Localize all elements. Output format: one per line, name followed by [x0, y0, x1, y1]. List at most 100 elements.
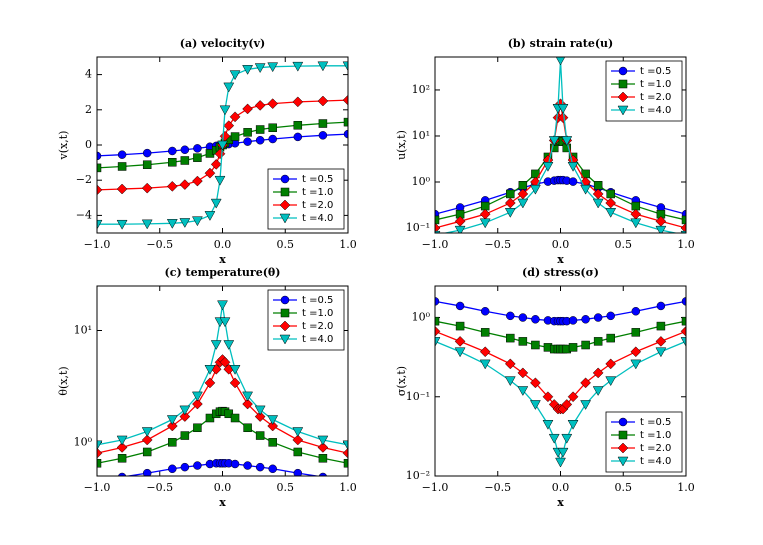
marker	[204, 211, 216, 221]
marker	[342, 61, 348, 72]
marker	[223, 120, 235, 131]
legend-label: t =4.0	[302, 334, 333, 345]
marker	[293, 132, 303, 142]
x-axis-label: x	[219, 253, 226, 266]
marker	[141, 182, 153, 194]
marker	[517, 386, 529, 397]
panel-title: (a) velocity(v)	[180, 37, 265, 50]
x-tick-label: 1.0	[339, 481, 357, 494]
y-tick-label: 10⁻¹	[406, 221, 430, 234]
marker	[193, 461, 202, 470]
marker	[506, 311, 515, 321]
marker	[267, 98, 279, 109]
marker	[479, 218, 491, 229]
marker	[548, 433, 560, 444]
marker	[630, 359, 642, 370]
panel-title: (b) strain rate(u)	[508, 37, 614, 50]
marker	[655, 225, 667, 233]
marker	[142, 160, 152, 169]
marker	[210, 159, 222, 170]
x-tick-label: −1.0	[422, 238, 449, 251]
marker	[542, 419, 554, 430]
marker	[142, 148, 152, 158]
marker	[580, 400, 592, 410]
marker	[180, 156, 190, 165]
marker	[517, 198, 529, 209]
legend-label: t =2.0	[302, 321, 333, 332]
marker	[480, 328, 490, 337]
marker	[504, 197, 516, 209]
marker	[605, 197, 617, 209]
marker	[318, 131, 328, 140]
marker	[97, 459, 102, 468]
marker	[557, 447, 569, 458]
y-tick-label: 4	[85, 68, 92, 81]
marker	[254, 63, 266, 74]
x-tick-label: −0.5	[484, 238, 511, 251]
marker	[343, 117, 348, 127]
marker	[561, 433, 573, 444]
y-tick-label: 10¹	[412, 129, 430, 142]
marker	[592, 367, 604, 379]
plot-area	[435, 297, 686, 468]
legend-marker	[279, 199, 291, 211]
marker	[504, 208, 516, 218]
marker	[193, 144, 202, 153]
marker	[142, 468, 152, 476]
marker	[179, 405, 191, 416]
marker	[141, 219, 153, 230]
legend-marker	[280, 174, 290, 184]
legend-marker	[617, 456, 629, 467]
marker	[479, 346, 491, 358]
axes-frame	[434, 56, 687, 234]
marker	[454, 336, 466, 347]
legend-marker	[617, 442, 629, 454]
marker	[656, 301, 666, 311]
marker	[504, 376, 516, 387]
marker	[117, 150, 127, 159]
marker	[97, 151, 102, 161]
marker	[210, 340, 222, 350]
y-tick-label: −4	[76, 208, 92, 221]
series-line	[435, 103, 686, 229]
marker	[343, 459, 348, 468]
legend-marker	[280, 187, 290, 197]
legend-label: t =1.0	[640, 430, 671, 441]
marker	[342, 447, 348, 459]
legend-marker	[280, 295, 290, 305]
marker	[592, 198, 604, 209]
marker	[166, 181, 178, 192]
marker	[567, 161, 579, 172]
marker	[219, 356, 231, 368]
marker	[254, 411, 266, 422]
marker	[655, 336, 667, 347]
marker	[193, 423, 202, 433]
marker	[518, 313, 528, 322]
marker	[317, 61, 329, 72]
legend-label: t =2.0	[302, 200, 333, 211]
plot-area	[97, 300, 348, 476]
marker	[214, 175, 226, 186]
x-tick-label: −0.5	[146, 481, 173, 494]
marker	[204, 365, 216, 375]
marker	[454, 225, 466, 233]
marker	[204, 377, 216, 389]
marker	[580, 184, 592, 195]
marker	[317, 435, 329, 446]
marker	[631, 328, 641, 337]
legend-marker	[617, 91, 629, 103]
legend-label: t =4.0	[640, 456, 671, 467]
marker	[479, 208, 491, 220]
marker	[191, 216, 203, 227]
marker	[504, 358, 516, 370]
marker	[343, 129, 348, 139]
marker	[517, 367, 529, 379]
y-tick-label: 2	[85, 103, 92, 116]
axes-frame	[96, 56, 349, 234]
y-tick-label: 10⁰	[412, 175, 431, 188]
x-axis-label: x	[557, 496, 564, 509]
x-tick-label: −1.0	[84, 238, 111, 251]
marker	[166, 420, 178, 432]
marker	[268, 134, 277, 144]
